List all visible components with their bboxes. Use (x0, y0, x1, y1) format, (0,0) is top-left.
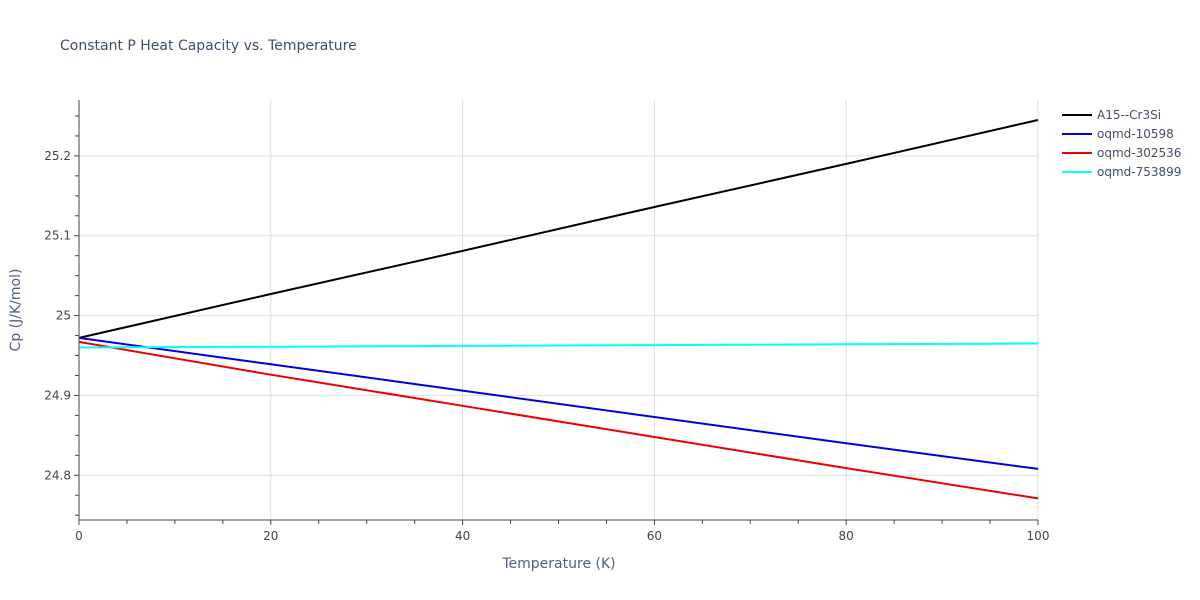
grid-layer (79, 100, 1039, 520)
series-line (78, 119, 1039, 339)
axes-layer (74, 100, 1039, 525)
legend-item[interactable]: oqmd-10598 (1062, 127, 1174, 141)
y-tick-label: 25.1 (44, 229, 71, 243)
x-tick-label: 20 (263, 529, 278, 543)
legend-item[interactable]: oqmd-753899 (1062, 165, 1181, 179)
x-axis-title: Temperature (K) (501, 556, 615, 572)
x-tick-label: 80 (839, 529, 854, 543)
y-tick-label: 25 (56, 309, 71, 323)
legend-item[interactable]: A15--Cr3Si (1062, 108, 1161, 122)
y-tick-label: 24.9 (44, 388, 71, 402)
chart-title: Constant P Heat Capacity vs. Temperature (60, 38, 357, 54)
y-axis-title: Cp (J/K/mol) (8, 269, 24, 352)
y-tick-label: 24.8 (44, 468, 71, 482)
series-line (78, 342, 1039, 349)
ticks-layer: 0 20 40 60 80 100 24.8 24.9 25 25.1 25.2 (44, 149, 1049, 543)
legend-label: oqmd-302536 (1097, 146, 1181, 160)
x-tick-label: 40 (455, 529, 470, 543)
legend-label: oqmd-753899 (1097, 165, 1181, 179)
x-tick-label: 0 (75, 529, 83, 543)
x-tick-label: 60 (647, 529, 662, 543)
legend-label: A15--Cr3Si (1097, 108, 1161, 122)
x-tick-label: 100 (1027, 529, 1050, 543)
series-line (78, 336, 1039, 470)
legend: A15--Cr3Si oqmd-10598 oqmd-302536 oqmd-7538… (1062, 108, 1181, 179)
legend-item[interactable]: oqmd-302536 (1062, 146, 1181, 160)
legend-label: oqmd-10598 (1097, 127, 1174, 141)
series-layer (78, 119, 1039, 500)
series-line (78, 340, 1039, 500)
y-tick-label: 25.2 (44, 149, 71, 163)
